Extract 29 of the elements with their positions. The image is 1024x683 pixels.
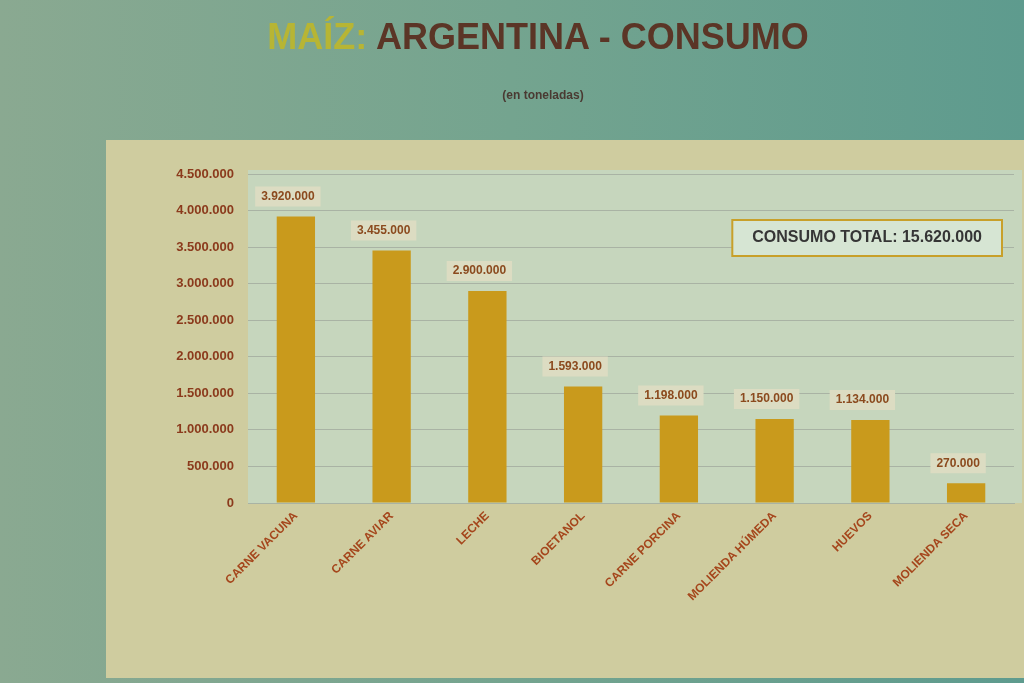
- data-label: 1.198.000: [644, 387, 698, 402]
- chart-subtitle: (en toneladas): [501, 88, 585, 102]
- y-tick-label: 1.500.000: [176, 384, 234, 400]
- y-tick-label: 1.000.000: [176, 421, 234, 437]
- chart-title: MAÍZ: ARGENTINA - CONSUMO: [267, 16, 809, 57]
- y-tick-label: 0: [226, 494, 234, 510]
- y-tick-label: 2.000.000: [176, 348, 234, 364]
- bar: [372, 250, 411, 503]
- bar: [468, 290, 507, 503]
- data-label: 2.900.000: [452, 263, 507, 278]
- data-label: 1.593.000: [548, 358, 603, 373]
- y-tick-label: 4.000.000: [176, 202, 234, 218]
- y-tick-label: 2.500.000: [176, 311, 234, 327]
- y-tick-label: 500.000: [187, 458, 234, 474]
- annotation: CONSUMO TOTAL: 15.620.000: [752, 228, 983, 246]
- bar: [659, 415, 699, 503]
- data-label: 3.920.000: [261, 188, 315, 203]
- bar: [563, 386, 603, 503]
- y-tick-label: 3.000.000: [176, 275, 234, 291]
- bar: [276, 216, 316, 503]
- bar: [946, 483, 986, 503]
- y-tick-label: 4.500.000: [176, 165, 234, 181]
- y-tick-label: 3.500.000: [176, 238, 234, 254]
- bar: [755, 418, 794, 503]
- data-label: 1.150.000: [739, 391, 794, 406]
- data-label: 3.455.000: [356, 222, 411, 237]
- data-label: 270.000: [936, 455, 981, 470]
- bar: [851, 420, 890, 503]
- data-label: 1.134.000: [835, 392, 890, 407]
